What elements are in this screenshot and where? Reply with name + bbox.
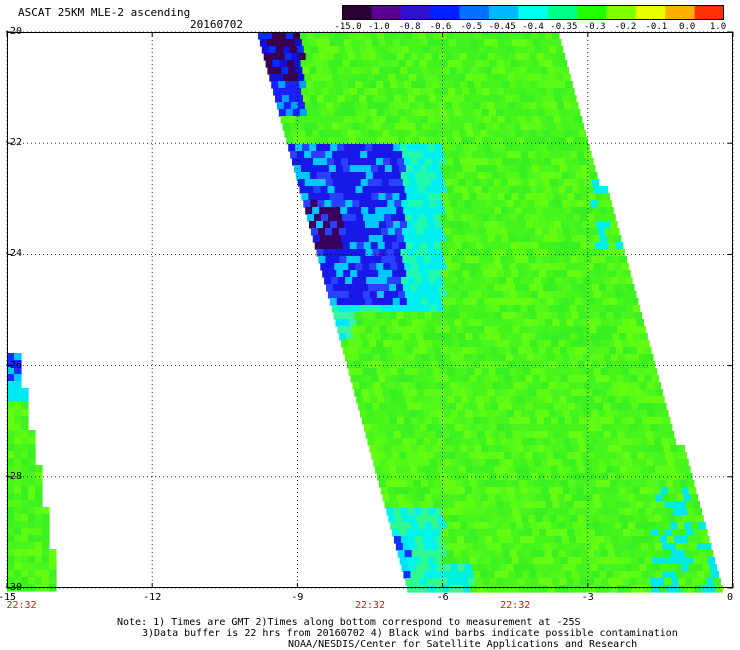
colorbar-segment [547, 5, 578, 20]
time-label: 22:32 [354, 600, 386, 611]
colorbar-segment [459, 5, 490, 20]
colorbar-segment [488, 5, 519, 20]
colorbar-tick-label: -0.45 [488, 22, 516, 32]
longitude-label: 0 [726, 592, 734, 603]
latitude-label: -20 [4, 26, 23, 37]
colorbar-tick-label: -0.35 [550, 22, 578, 32]
longitude-label: -12 [143, 592, 162, 603]
credit-line: NOAA/NESDIS/Center for Satellite Applica… [288, 639, 638, 650]
longitude-label: -3 [581, 592, 594, 603]
colorbar-tick-label: -0.1 [645, 22, 668, 32]
latitude-label: -22 [4, 137, 23, 149]
note-line-2: 3)Data buffer is 22 hrs from 20160702 4)… [142, 628, 678, 639]
latitude-label: -26 [4, 359, 23, 371]
longitude-label: -6 [436, 592, 449, 603]
map-frame [7, 32, 733, 588]
longitude-label: -15 [0, 592, 17, 603]
colorbar-segment [694, 5, 724, 20]
colorbar-segment [430, 5, 461, 20]
colorbar-segment [665, 5, 696, 20]
colorbar-tick-label: 0.0 [679, 22, 696, 32]
map-date: 20160702 [190, 18, 243, 31]
time-label: 22:32 [6, 600, 37, 611]
colorbar-tick-label: -0.5 [460, 22, 483, 32]
colorbar [342, 5, 724, 20]
colorbar-segment [371, 5, 402, 20]
swath-pixels [258, 32, 723, 593]
colorbar-segment [518, 5, 549, 20]
colorbar-tick-label: -0.4 [522, 22, 544, 32]
colorbar-tick-label: -0.2 [614, 22, 637, 32]
time-label: 22:32 [500, 600, 531, 611]
colorbar-tick-label: 1.0 [709, 22, 727, 32]
colorbar-tick-label: -1.0 [367, 22, 390, 32]
note-line-1: Note: 1) Times are GMT 2)Times along bot… [117, 617, 581, 628]
latitude-label: -30 [4, 582, 23, 593]
colorbar-labels: -15.0 -1.0 -0.8 -0.6 -0.5 -0.45 -0.4 -0.35 -0.3-… [0, 22, 740, 36]
colorbar-segment [606, 5, 637, 20]
colorbar-segment [635, 5, 666, 20]
colorbar-tick-label: -15.0 [334, 22, 362, 32]
colorbar-segment [400, 5, 431, 20]
colorbar-tick-label: -0.8 [398, 22, 421, 32]
latitude-label: -24 [4, 248, 23, 260]
colorbar-segment [342, 5, 372, 20]
map-title: ASCAT 25KM MLE-2 ascending [18, 6, 191, 19]
latitude-label: -28 [4, 470, 23, 482]
colorbar-segment [577, 5, 607, 20]
colorbar-tick-label: -0.6 [429, 22, 452, 32]
longitude-label: -9 [291, 592, 304, 603]
colorbar-tick-label: -0.3 [583, 22, 606, 32]
